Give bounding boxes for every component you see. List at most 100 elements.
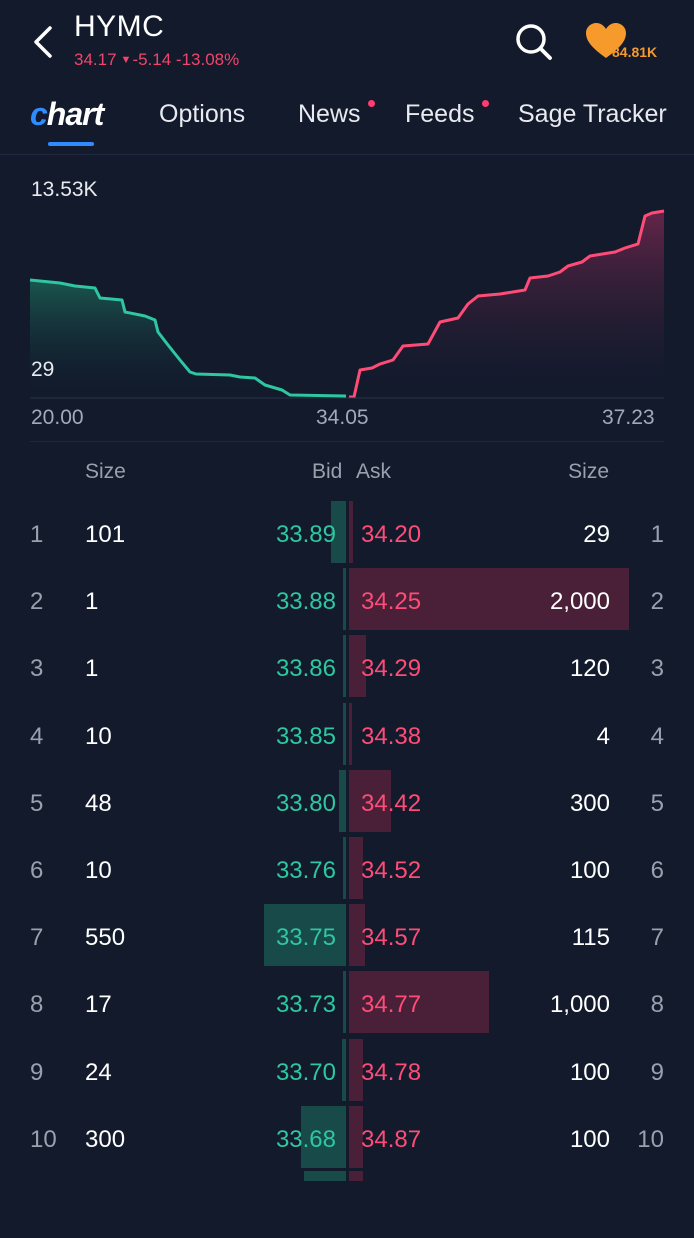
row-index-left: 6 [30, 857, 44, 884]
ask-size: 100 [569, 857, 610, 884]
depth-chart-plot [29, 209, 665, 399]
row-index-left: 8 [30, 991, 44, 1019]
bid-size: 48 [85, 789, 112, 817]
ask-size-bar [349, 837, 363, 899]
bid-size: 10 [85, 857, 112, 884]
bid-price: 33.88 [275, 588, 336, 616]
bid-price: 33.76 [275, 857, 336, 884]
bid-price: 33.75 [275, 924, 336, 952]
order-book-row[interactable]: 4 10 33.85 34.38 4 4 [0, 702, 694, 770]
bid-size: 1 [85, 655, 99, 683]
ask-size: 29 [583, 521, 610, 548]
ask-price: 34.20 [361, 521, 422, 548]
ask-price: 34.87 [361, 1125, 422, 1153]
active-tab-indicator [48, 142, 94, 146]
ask-depth-line [349, 209, 665, 399]
price-quote: 34.17 ▼-5.14 -13.08% [74, 50, 239, 70]
news-notification-dot [368, 100, 375, 107]
ask-price: 34.42 [361, 789, 422, 817]
bid-size-bar [343, 837, 346, 899]
row-index-right: 3 [650, 655, 664, 683]
ask-size-bar [349, 971, 489, 1034]
bid-size-bar [343, 568, 346, 631]
ask-price: 34.38 [361, 722, 422, 750]
row-index-left: 1 [30, 521, 44, 548]
depth-chart: 13.53K 29 20.00 34.05 37.23 [0, 160, 694, 445]
tab-feeds[interactable]: Feeds [405, 100, 474, 129]
bid-size-bar [263, 904, 346, 967]
ask-size: 100 [569, 1058, 610, 1086]
tab-sage-tracker[interactable]: Sage Tracker [518, 100, 667, 129]
ask-size-bar [349, 1105, 363, 1168]
search-button[interactable] [512, 20, 556, 64]
order-book-row[interactable]: 6 10 33.76 34.52 100 6 [0, 837, 694, 904]
ask-size-bar [349, 568, 629, 631]
bid-price: 33.89 [275, 521, 336, 548]
tab-news[interactable]: News [298, 100, 361, 129]
divider [30, 441, 664, 442]
x-tick-label-low: 20.00 [31, 406, 84, 429]
ask-price: 34.78 [361, 1058, 422, 1086]
watchlist-button[interactable]: 84.81K [584, 18, 674, 68]
order-book-row[interactable]: 8 17 33.73 34.77 1,000 8 [0, 971, 694, 1038]
order-book-row[interactable]: 5 48 33.80 34.42 300 5 [0, 769, 694, 837]
order-book-row[interactable]: 2 1 33.88 34.25 2,000 2 [0, 568, 694, 635]
back-button[interactable] [26, 18, 62, 66]
last-price: 34.17 [74, 50, 117, 69]
order-book-row[interactable]: 3 1 33.86 34.29 120 3 [0, 635, 694, 702]
row-index-left: 7 [30, 924, 44, 952]
ask-size: 4 [596, 722, 610, 750]
order-book-row[interactable]: 1 101 33.89 34.20 29 1 [0, 501, 694, 568]
row-index-left: 10 [30, 1125, 57, 1153]
bid-price: 33.68 [275, 1125, 336, 1153]
row-index-right: 5 [650, 789, 664, 817]
bid-size: 24 [85, 1058, 112, 1086]
bid-depth-line [29, 278, 347, 398]
row-index-right: 6 [650, 857, 664, 884]
tab-chart[interactable]: chart [30, 96, 104, 133]
heart-icon [586, 23, 626, 58]
bid-size: 300 [85, 1125, 126, 1153]
row-index-right: 2 [650, 588, 664, 616]
tab-bar: chart Options News Feeds Sage Tracker [0, 90, 694, 155]
order-book-row[interactable]: 7 550 33.75 34.57 115 7 [0, 904, 694, 971]
ask-header: Ask [356, 460, 392, 483]
bid-size: 17 [85, 991, 112, 1019]
ask-price: 34.77 [361, 991, 422, 1019]
ask-size: 120 [569, 655, 610, 683]
row-index-right: 4 [650, 722, 664, 750]
price-change-percent: -13.08% [175, 50, 240, 69]
order-book-row[interactable]: 9 24 33.70 34.78 100 9 [0, 1038, 694, 1106]
order-book-row[interactable]: 10 300 33.68 34.87 100 10 [0, 1105, 694, 1173]
bid-size-bar [342, 1038, 346, 1101]
bid-size: 550 [85, 924, 126, 952]
bid-size-bar [330, 501, 346, 563]
ticker-symbol: HYMC [74, 10, 165, 43]
down-triangle-icon: ▼ [120, 54, 132, 66]
ask-price: 34.52 [361, 857, 422, 884]
ask-size-bar [349, 769, 391, 832]
ask-size-bar [349, 635, 366, 698]
tab-options[interactable]: Options [159, 100, 245, 129]
ask-size: 115 [571, 924, 610, 952]
bid-price: 33.85 [275, 722, 336, 750]
ask-price: 34.25 [361, 588, 422, 616]
feeds-notification-dot [482, 100, 489, 107]
bid-price: 33.80 [275, 789, 336, 817]
tab-feeds-label: Feeds [405, 100, 475, 128]
row-index-right: 8 [650, 991, 664, 1019]
bid-price: 33.73 [275, 991, 336, 1019]
ask-size-bar [349, 501, 354, 563]
row-index-right: 10 [637, 1125, 664, 1153]
row-index-left: 2 [30, 588, 44, 616]
chevron-left-icon [34, 26, 52, 58]
bid-size: 10 [85, 722, 112, 750]
row-index-left: 5 [30, 789, 44, 817]
tab-sage-tracker-label: Sage Tracker [518, 100, 667, 128]
bid-size: 1 [85, 588, 99, 616]
row-index-left: 9 [30, 1058, 44, 1086]
tab-news-label: News [298, 100, 361, 128]
search-icon [516, 24, 552, 60]
bid-size-bar [343, 702, 346, 765]
bid-size-bar [304, 1171, 346, 1181]
